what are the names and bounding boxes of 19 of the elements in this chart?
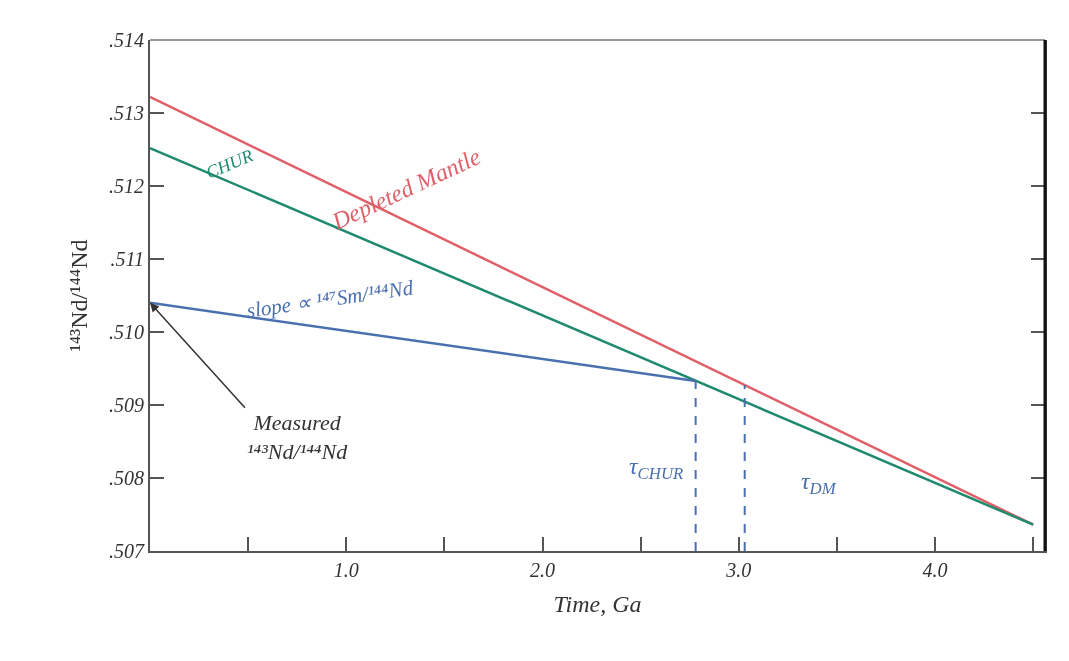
y-tick-label: .510 (109, 321, 144, 343)
x-tick-label: 4.0 (922, 559, 948, 581)
annotation: Measured ¹⁴³Nd/¹⁴⁴Nd (247, 410, 349, 464)
x-tick-label: 2.0 (530, 559, 556, 581)
y-axis-title: ¹⁴³Nd/¹⁴⁴Nd (65, 239, 92, 352)
text: CHUR (203, 145, 256, 183)
y-tick-label: .511 (110, 248, 144, 270)
annotation: τ$_{CHUR}$ (629, 453, 684, 484)
annotation: τ$_{DM}$ (801, 468, 837, 499)
x-tick-label: 3.0 (725, 559, 752, 581)
x-tick-label: 1.0 (333, 559, 359, 581)
y-tick-label: .514 (109, 29, 144, 51)
x-axis-title: Time, Ga (553, 590, 642, 617)
y-tick-label: .507 (109, 540, 145, 562)
y-tick-label: .508 (109, 467, 144, 489)
y-tick-label: .509 (109, 394, 144, 416)
y-tick-label: .513 (109, 102, 144, 124)
y-tick-label: .512 (109, 175, 144, 197)
text: slope ∝ ¹⁴⁷Sm/¹⁴⁴Nd (245, 275, 416, 323)
